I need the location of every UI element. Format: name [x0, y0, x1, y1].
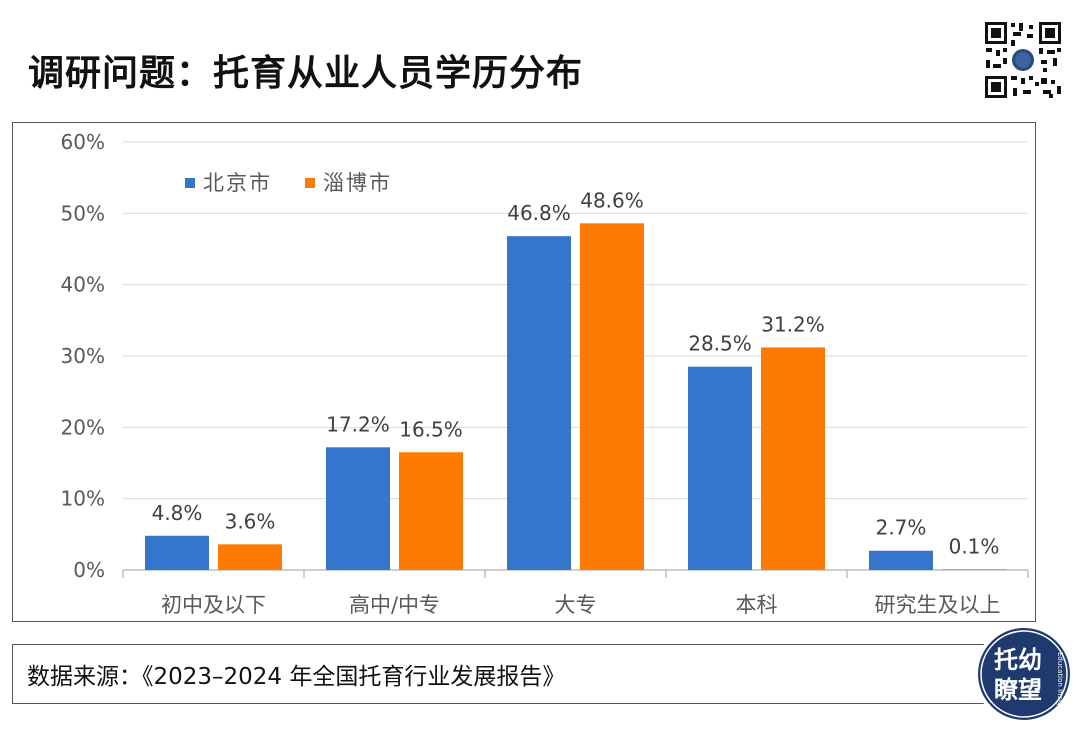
legend-swatch: [305, 178, 315, 188]
data-label: 3.6%: [225, 509, 276, 533]
bar-chart: 0% 10% 20% 30% 40% 50% 60% 初中及以下 4.8% 3.6% 高中/中专 17…: [61, 130, 1029, 617]
source-text: 数据来源：《2023–2024 年全国托育行业发展报告》: [27, 664, 566, 690]
badge-side-text: Education Insight: [1056, 652, 1064, 713]
x-tick-label: 初中及以下: [161, 593, 266, 617]
brand-badge: 托幼 瞭望 Education Insight: [974, 624, 1074, 724]
chart-frame: 0% 10% 20% 30% 40% 50% 60% 初中及以下 4.8% 3.6% 高中/中专 17…: [12, 122, 1036, 622]
data-label: 31.2%: [761, 312, 825, 336]
y-tick-label: 40%: [61, 273, 105, 297]
data-label: 2.7%: [876, 516, 927, 540]
x-tick-label: 研究生及以上: [875, 593, 1001, 617]
bar: [869, 550, 933, 570]
data-label: 17.2%: [326, 412, 390, 436]
data-label: 4.8%: [152, 501, 203, 525]
y-tick-label: 60%: [61, 130, 105, 154]
bar: [507, 236, 571, 570]
bar: [218, 544, 282, 570]
badge-line-1: 托幼: [994, 646, 1042, 674]
bar: [761, 347, 825, 570]
data-label: 48.6%: [580, 188, 644, 212]
y-tick-label: 0%: [73, 558, 105, 582]
legend-label: 淄博市: [323, 171, 392, 195]
legend-swatch: [185, 178, 195, 188]
data-label: 46.8%: [507, 201, 571, 225]
y-tick-label: 20%: [61, 415, 105, 439]
x-tick-label: 本科: [736, 593, 778, 617]
bar: [688, 366, 752, 570]
bar: [145, 535, 209, 570]
page-title: 调研问题：托育从业人员学历分布: [28, 53, 584, 94]
bar: [326, 447, 390, 570]
badge-line-2: 瞭望: [994, 676, 1042, 704]
bar: [399, 452, 463, 570]
x-tick-label: 高中/中专: [349, 593, 440, 617]
qr-code-icon: [983, 20, 1063, 100]
bar: [942, 569, 1006, 570]
x-tick-label: 大专: [555, 593, 597, 617]
y-tick-label: 50%: [61, 201, 105, 225]
bar: [580, 223, 644, 570]
y-tick-label: 10%: [61, 487, 105, 511]
data-label: 16.5%: [399, 417, 463, 441]
legend-label: 北京市: [203, 171, 272, 195]
y-tick-label: 30%: [61, 344, 105, 368]
data-label: 28.5%: [688, 332, 752, 356]
data-label: 0.1%: [949, 534, 1000, 558]
source-box: 数据来源：《2023–2024 年全国托育行业发展报告》: [12, 644, 1014, 704]
